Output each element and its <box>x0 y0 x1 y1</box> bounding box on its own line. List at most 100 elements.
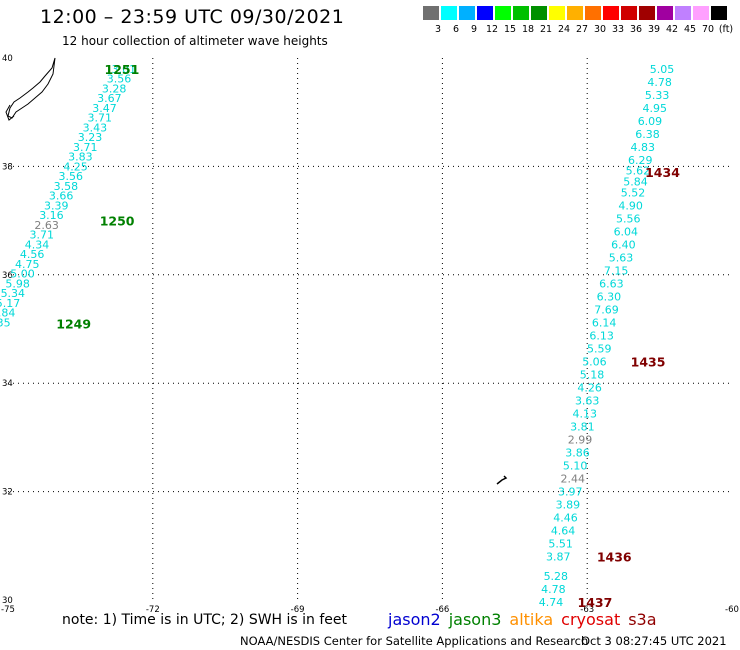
y-tick-label: 40 <box>2 54 13 64</box>
colorbar-label: 27 <box>575 24 589 35</box>
x-tick-label: -69 <box>291 605 305 615</box>
wave-height-value: 4.26 <box>577 382 602 395</box>
colorbar-swatch <box>531 6 547 20</box>
colorbar-label: 24 <box>557 24 571 35</box>
y-tick-label: 32 <box>2 488 13 498</box>
wave-height-value: 5.10 <box>563 460 588 473</box>
wave-height-value: 3.97 <box>558 486 583 499</box>
colorbar-swatch <box>567 6 583 20</box>
wave-height-value: 5.84 <box>623 176 648 189</box>
colorbar-label: 15 <box>503 24 517 35</box>
wave-height-value: 6.30 <box>597 290 622 303</box>
wave-height-value: 5.33 <box>645 89 670 102</box>
wave-height-value: 3.47 <box>92 102 117 115</box>
wave-height-value: 3.71 <box>87 112 112 125</box>
satellite-legend: jason2 jason3 altika cryosat s3a <box>388 610 665 629</box>
coastline-detail <box>5 104 15 121</box>
colorbar-swatch <box>585 6 601 20</box>
y-tick-label: 38 <box>2 162 13 172</box>
wave-height-value: 7.15 <box>604 264 629 277</box>
map-subtitle: 12 hour collection of altimeter wave hei… <box>62 34 328 48</box>
wave-height-value: 4.34 <box>25 238 50 251</box>
wave-height-value: 3.58 <box>54 180 79 193</box>
colorbar-label: 30 <box>593 24 607 35</box>
wave-height-value: 5.00 <box>10 268 35 281</box>
colorbar-swatch <box>495 6 511 20</box>
colorbar-swatch <box>441 6 457 20</box>
wave-height-value: 3.87 <box>546 551 571 564</box>
wave-height-value: 6.38 <box>635 128 660 141</box>
colorbar-swatch <box>711 6 727 20</box>
wave-height-value: 4.90 <box>618 199 643 212</box>
x-tick-label: -60 <box>725 605 739 615</box>
colorbar-label: 33 <box>611 24 625 35</box>
wave-height-value: 3.56 <box>58 170 83 183</box>
wave-height-value: 2.63 <box>34 219 59 232</box>
colorbar-swatch <box>459 6 475 20</box>
y-tick-label: 36 <box>2 271 13 281</box>
y-tick-label: 30 <box>2 596 13 606</box>
colorbar-label: (ft) <box>718 24 734 35</box>
pass-time-label: 1249 <box>56 317 91 332</box>
wave-height-value: 5.05 <box>650 63 675 76</box>
x-tick-label: -72 <box>146 605 160 615</box>
colorbar-swatch <box>693 6 709 20</box>
colorbar-label: 3 <box>434 24 442 35</box>
colorbar-swatch <box>657 6 673 20</box>
wave-height-value: 3.71 <box>73 141 98 154</box>
credit-line: NOAA/NESDIS Center for Satellite Applica… <box>240 634 589 648</box>
wave-height-value: 4.64 <box>551 525 576 538</box>
wave-height-value: 3.81 <box>570 421 595 434</box>
wave-height-value: 6.40 <box>611 238 636 251</box>
wave-height-value: 3.39 <box>44 199 69 212</box>
island <box>496 475 508 485</box>
wave-height-value: 2.99 <box>568 434 593 447</box>
wave-height-value: 5.28 <box>544 570 569 583</box>
pass-time-label: 1435 <box>631 355 666 370</box>
colorbar-swatch <box>423 6 439 20</box>
pass-time-label: 1250 <box>100 214 135 229</box>
wave-height-value: 5.06 <box>582 356 607 369</box>
colorbar-label: 6 <box>452 24 460 35</box>
wave-height-value: 4.83 <box>630 141 655 154</box>
x-tick-label: -66 <box>435 605 449 615</box>
wave-height-value: 3.01 <box>112 63 137 76</box>
pass-time-label: 1436 <box>597 550 632 565</box>
wave-height-value: 3.56 <box>107 73 132 86</box>
wave-height-value: 4.25 <box>63 160 88 173</box>
wave-height-value: 3.16 <box>39 209 64 222</box>
colorbar-swatch <box>621 6 637 20</box>
colorbar-label: 18 <box>521 24 535 35</box>
wave-height-value: 3.28 <box>102 82 127 95</box>
wave-height-value: 5.56 <box>616 212 641 225</box>
colorbar-label: 12 <box>485 24 499 35</box>
wave-height-value: 5.17 <box>0 297 20 310</box>
colorbar-label: 42 <box>665 24 679 35</box>
pass-time-label: 1434 <box>645 165 680 180</box>
wave-height-value: 7.69 <box>594 303 619 316</box>
wave-height-value: 4.56 <box>20 248 45 261</box>
colorbar-label: 36 <box>629 24 643 35</box>
generated-timestamp: Oct 3 08:27:45 UTC 2021 <box>581 634 727 648</box>
pass-time-label: 1437 <box>578 595 613 610</box>
wave-height-value: 5.59 <box>587 343 612 356</box>
wave-height-value: 4.46 <box>553 512 578 525</box>
wave-height-value: 5.63 <box>609 251 634 264</box>
wave-height-value: 3.83 <box>68 151 93 164</box>
wave-height-value: 4.95 <box>643 102 668 115</box>
colorbar-swatch <box>603 6 619 20</box>
colorbar-swatch <box>549 6 565 20</box>
wave-height-value: 3.66 <box>49 190 74 203</box>
colorbar-swatch <box>513 6 529 20</box>
wave-height-value: 5.18 <box>580 369 605 382</box>
wave-height-value: 5.52 <box>621 186 646 199</box>
colorbar-label: 9 <box>470 24 478 35</box>
wave-height-value: 4.13 <box>573 408 598 421</box>
wave-height-value: 6.29 <box>628 154 653 167</box>
y-tick-label: 34 <box>2 379 13 389</box>
legend-item-jason2: jason2 <box>388 610 441 629</box>
wave-height-value: 6.04 <box>614 225 639 238</box>
wave-height-value: 5.98 <box>5 277 30 290</box>
pass-time-label: 1251 <box>105 62 140 77</box>
